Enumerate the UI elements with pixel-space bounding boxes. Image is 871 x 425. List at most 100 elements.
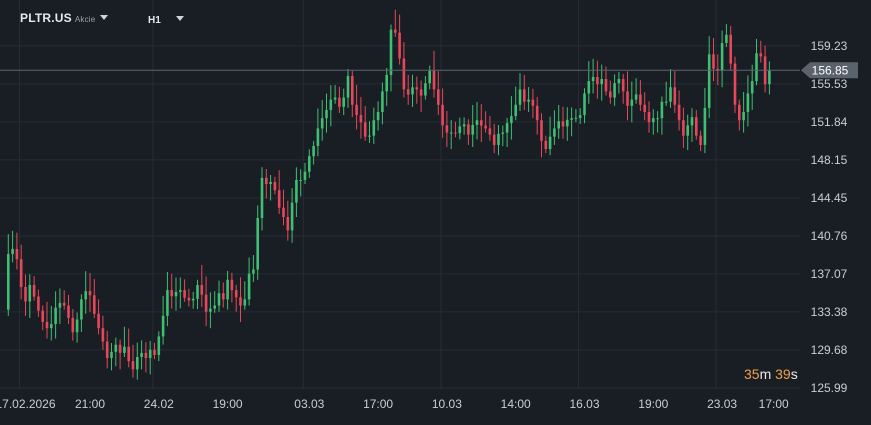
candle-body bbox=[617, 79, 621, 84]
candle-body bbox=[768, 70, 771, 85]
y-tick-label: 137.07 bbox=[811, 267, 848, 281]
candle-body bbox=[282, 207, 285, 217]
candle-body bbox=[148, 349, 152, 359]
x-tick-label: 21:00 bbox=[75, 397, 105, 411]
candle-body bbox=[626, 91, 629, 106]
candle-body bbox=[574, 117, 578, 119]
candle-body bbox=[333, 97, 337, 100]
candle-body bbox=[269, 181, 272, 185]
candle-body bbox=[84, 291, 87, 300]
candle-body bbox=[338, 97, 341, 107]
candle-body bbox=[273, 181, 277, 191]
candle-body bbox=[664, 101, 668, 103]
candle-body bbox=[368, 135, 371, 137]
candle-body bbox=[234, 290, 238, 298]
candle-body bbox=[725, 34, 728, 44]
candle-body bbox=[308, 156, 311, 172]
candle-body bbox=[136, 357, 139, 370]
candle-body bbox=[514, 104, 517, 117]
candle-body bbox=[458, 126, 462, 134]
candle-body bbox=[480, 120, 483, 126]
current-price-label: 156.85 bbox=[812, 63, 849, 77]
countdown-seconds: 39 bbox=[775, 366, 791, 382]
candle-body bbox=[80, 299, 83, 320]
candle-body bbox=[561, 121, 565, 127]
candle-body bbox=[101, 328, 105, 342]
timeframe-selector[interactable]: H1 bbox=[148, 15, 161, 26]
candle-body bbox=[230, 279, 234, 291]
candle-body bbox=[67, 305, 70, 318]
candle-body bbox=[518, 89, 522, 105]
candle-body bbox=[28, 284, 32, 302]
x-tick-label: 03.03 bbox=[294, 397, 324, 411]
candle-body bbox=[462, 124, 466, 127]
x-tick-label: 17:00 bbox=[759, 397, 789, 411]
candle-body bbox=[363, 122, 367, 137]
candle-body bbox=[41, 310, 44, 322]
candle-body bbox=[93, 295, 96, 314]
candle-body bbox=[695, 117, 698, 136]
candle-body bbox=[187, 297, 191, 301]
candle-body bbox=[19, 259, 23, 288]
candle-body bbox=[523, 89, 526, 102]
candle-body bbox=[656, 118, 659, 120]
candle-body bbox=[45, 321, 49, 329]
candle-body bbox=[600, 79, 603, 85]
candle-body bbox=[613, 83, 616, 98]
candle-body bbox=[570, 118, 573, 120]
candle-body bbox=[428, 70, 431, 84]
candle-body bbox=[351, 75, 354, 105]
candle-body bbox=[71, 317, 75, 333]
candle-body bbox=[738, 104, 741, 121]
countdown-minutes-unit: m bbox=[759, 366, 772, 382]
y-tick-label: 140.76 bbox=[811, 229, 848, 243]
timeframe-chevron-down-icon[interactable] bbox=[176, 16, 184, 21]
candle-body bbox=[437, 89, 440, 105]
candle-body bbox=[24, 287, 27, 302]
candle-body bbox=[686, 125, 689, 136]
candle-body bbox=[634, 94, 638, 100]
candle-body bbox=[707, 54, 711, 108]
candle-body bbox=[110, 351, 113, 359]
candle-body bbox=[432, 70, 436, 90]
candle-body bbox=[454, 132, 457, 134]
y-tick-label: 155.53 bbox=[811, 77, 848, 91]
candle-body bbox=[488, 128, 492, 135]
candle-body bbox=[290, 202, 294, 231]
candle-body bbox=[591, 76, 595, 82]
candle-body bbox=[411, 87, 414, 95]
candle-body bbox=[196, 284, 199, 299]
candle-body bbox=[497, 133, 500, 145]
candle-body bbox=[226, 279, 229, 300]
y-tick-label: 125.99 bbox=[811, 381, 848, 395]
candle-body bbox=[97, 313, 100, 329]
candle-body bbox=[389, 29, 393, 75]
chevron-down-icon[interactable] bbox=[100, 15, 108, 20]
candle-body bbox=[746, 93, 750, 112]
x-tick-label: 10.03 bbox=[432, 397, 462, 411]
current-price-badge bbox=[801, 62, 858, 79]
candle-body bbox=[682, 120, 685, 136]
symbol-selector[interactable]: PLTR.US Akcie bbox=[20, 11, 95, 25]
candle-countdown: 35m 39s bbox=[744, 366, 798, 382]
candle-body bbox=[376, 111, 380, 121]
candle-body bbox=[424, 83, 427, 96]
candle-body bbox=[630, 99, 634, 106]
x-tick-label: 17.02.2026 bbox=[0, 397, 56, 411]
candle-body bbox=[239, 297, 242, 306]
symbol-name: PLTR.US bbox=[20, 11, 72, 25]
candle-body bbox=[140, 352, 143, 358]
candle-body bbox=[609, 91, 612, 98]
candle-body bbox=[419, 89, 423, 96]
candle-body bbox=[553, 128, 556, 137]
timeframe-label: H1 bbox=[148, 15, 161, 26]
countdown-minutes: 35 bbox=[744, 366, 760, 382]
candle-body bbox=[449, 132, 453, 134]
candle-body bbox=[299, 179, 302, 181]
candle-body bbox=[312, 145, 315, 157]
candle-body bbox=[548, 136, 552, 150]
asset-class-label: Akcie bbox=[74, 15, 96, 24]
candle-body bbox=[596, 76, 599, 85]
